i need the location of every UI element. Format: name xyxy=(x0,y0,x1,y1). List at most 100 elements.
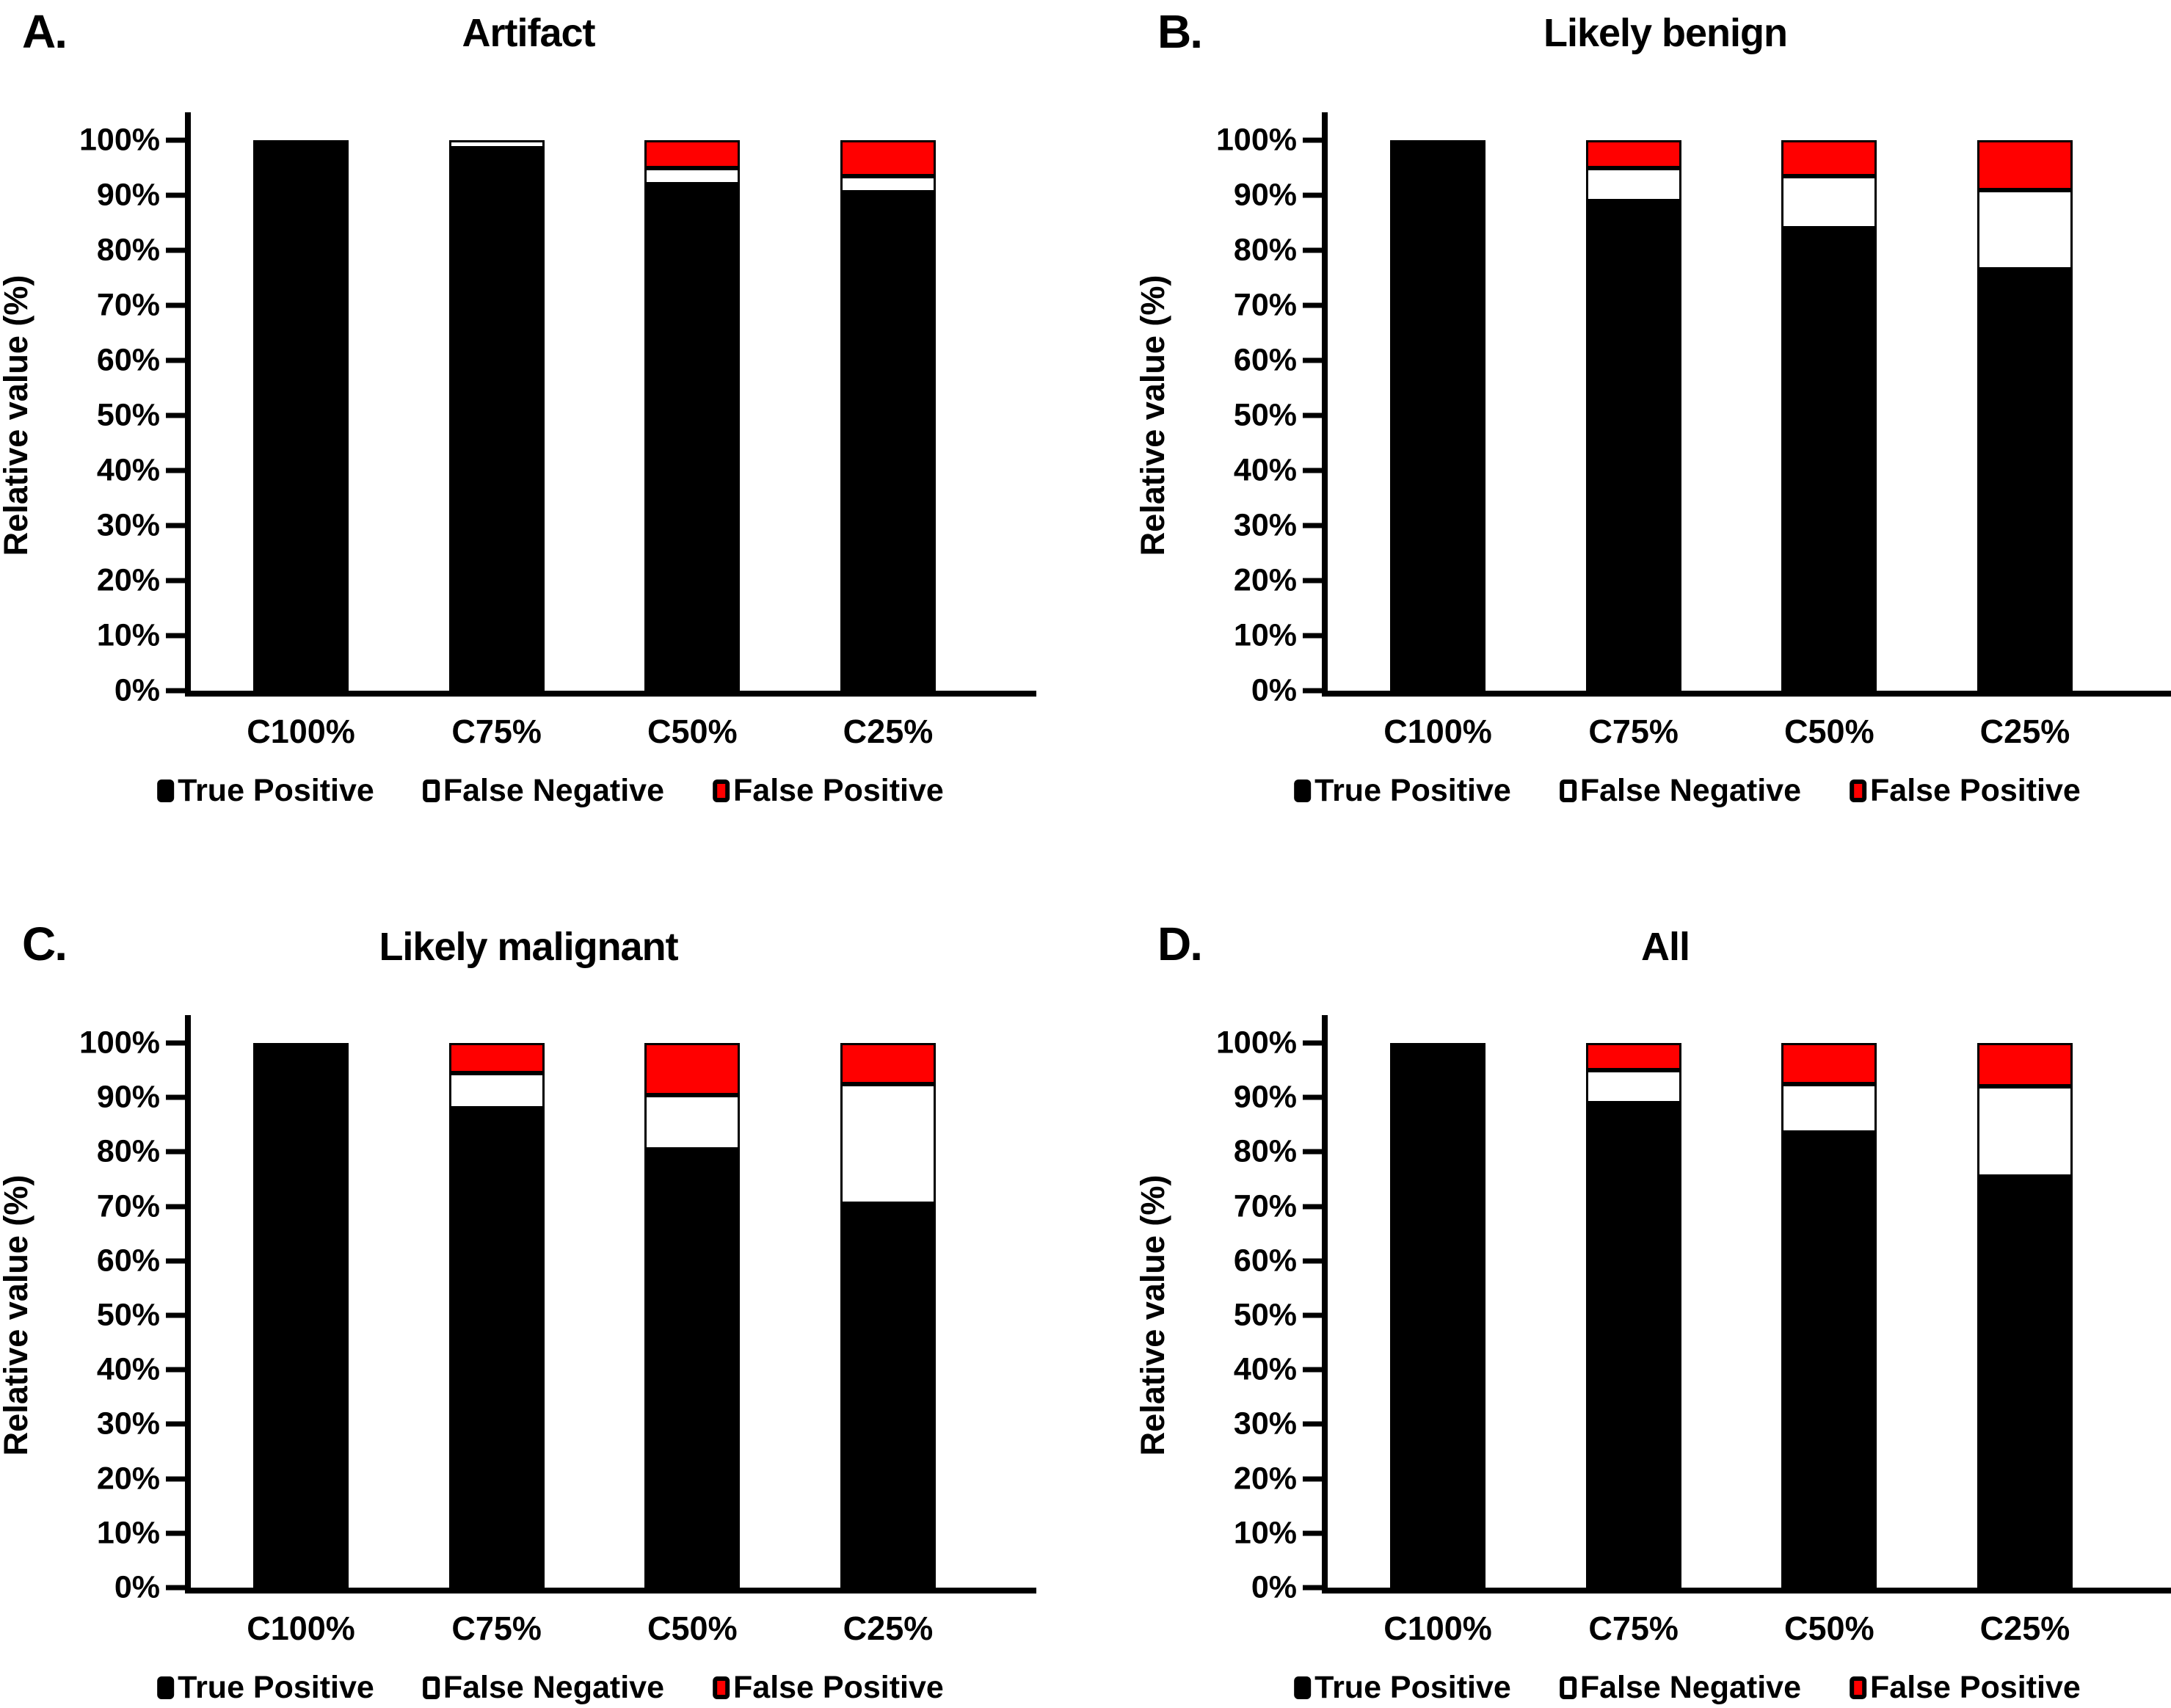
legend-label: True Positive xyxy=(178,773,374,808)
y-tick-label: 100% xyxy=(1216,1025,1297,1061)
bar-segment-false-positive xyxy=(1977,140,2073,190)
y-tick-label: 50% xyxy=(1233,1297,1297,1333)
y-tick xyxy=(1303,1367,1322,1373)
y-tick-label: 30% xyxy=(96,1406,160,1442)
legend-swatch-false-positive-icon xyxy=(1850,1676,1867,1699)
y-tick-label: 90% xyxy=(96,177,160,213)
bar-segment-true-positive xyxy=(448,148,545,691)
y-tick-label: 30% xyxy=(1233,1406,1297,1442)
legend: True Positive False Negative False Positiv… xyxy=(157,773,944,809)
y-tick-label: 40% xyxy=(96,452,160,488)
y-tick-label: 20% xyxy=(96,1461,160,1497)
legend-item-false-negative: False Negative xyxy=(1559,773,1801,809)
y-tick-label: 10% xyxy=(1233,1515,1297,1551)
legend-label: True Positive xyxy=(1314,773,1511,808)
legend-item-false-positive: False Positive xyxy=(713,773,944,809)
legend-label: True Positive xyxy=(1314,1670,1511,1705)
bar-segment-false-negative xyxy=(1585,167,1681,201)
legend: True Positive False Negative False Positiv… xyxy=(1294,1670,2081,1706)
x-tick-labels: C100% C75% C50% C25% xyxy=(191,1610,998,1648)
y-tick-label: 0% xyxy=(114,1569,160,1605)
legend-swatch-true-positive-icon xyxy=(1294,779,1312,802)
y-tick xyxy=(1303,468,1322,473)
panel-title: Likely malignant xyxy=(379,925,678,969)
y-tick-label: 100% xyxy=(79,122,160,158)
bar-c75- xyxy=(448,140,545,691)
panel-title: All xyxy=(1640,925,1690,969)
x-tick-labels: C100% C75% C50% C25% xyxy=(191,713,998,751)
legend-label: False Negative xyxy=(443,773,665,808)
bar-segment-true-positive xyxy=(448,1108,545,1588)
bar-segment-false-negative xyxy=(840,175,936,193)
x-tick-label-c25-: C25% xyxy=(1979,713,2070,750)
y-axis-title: Relative value (%) xyxy=(0,275,34,556)
chart-area: Relative value (%) C100% C75% C50% C25% Tru… xyxy=(1134,112,2171,808)
y-tick-label: 90% xyxy=(1233,177,1297,213)
panel-title: Likely benign xyxy=(1543,11,1788,55)
y-tick xyxy=(1303,1040,1322,1046)
chart-area: Relative value (%) C100% C75% C50% C25% Tru… xyxy=(0,1015,1036,1705)
bar-segment-true-positive xyxy=(1781,1133,1877,1588)
y-tick-label: 80% xyxy=(1233,232,1297,268)
y-tick-label: 30% xyxy=(1233,507,1297,543)
legend-swatch-true-positive-icon xyxy=(157,779,175,802)
legend-swatch-false-negative-icon xyxy=(422,779,440,802)
y-axis-line xyxy=(1322,112,1328,697)
y-tick xyxy=(166,523,185,528)
bar-segment-true-positive xyxy=(840,192,936,691)
x-tick-label-c50-: C50% xyxy=(647,713,738,750)
bar-segment-false-positive xyxy=(1977,1043,2073,1087)
legend-swatch-false-negative-icon xyxy=(1559,779,1577,802)
panel-artifact: A. Artifact Relative value (%) C100% C75%… xyxy=(0,0,1086,854)
y-tick-label: 10% xyxy=(96,1515,160,1551)
y-axis-line xyxy=(1322,1015,1328,1593)
legend-label: False Negative xyxy=(443,1670,665,1705)
legend-item-true-positive: True Positive xyxy=(1294,773,1511,809)
x-tick-label-c75-: C75% xyxy=(1588,713,1679,750)
y-axis-title: Relative value (%) xyxy=(1134,275,1171,556)
x-axis-line xyxy=(185,691,1036,697)
y-tick xyxy=(166,413,185,418)
x-tick-label-c100-: C100% xyxy=(247,1610,355,1647)
y-tick xyxy=(1303,1149,1322,1155)
chart-area: Relative value (%) C100% C75% C50% C25% Tru… xyxy=(0,112,1036,808)
legend-label: False Positive xyxy=(733,773,944,808)
x-tick-label-c50-: C50% xyxy=(1784,1610,1874,1647)
y-tick xyxy=(166,1149,185,1155)
bar-segment-false-negative xyxy=(644,167,741,184)
y-axis-line xyxy=(185,112,191,697)
x-tick-labels: C100% C75% C50% C25% xyxy=(1328,713,2135,751)
x-axis-line xyxy=(1322,1588,2171,1593)
bar-c25- xyxy=(1977,1043,2073,1588)
y-tick-label: 10% xyxy=(96,617,160,653)
y-tick xyxy=(166,1585,185,1591)
y-tick xyxy=(166,1094,185,1100)
y-tick xyxy=(1303,1421,1322,1427)
plot-area xyxy=(1328,1043,2135,1588)
bar-c100- xyxy=(1390,140,1485,691)
y-tick xyxy=(166,1258,185,1264)
legend-item-true-positive: True Positive xyxy=(1294,1670,1511,1706)
y-tick xyxy=(1303,1204,1322,1210)
y-tick xyxy=(166,1530,185,1536)
y-tick-label: 50% xyxy=(1233,397,1297,433)
x-tick-labels: C100% C75% C50% C25% xyxy=(1328,1610,2135,1648)
y-tick xyxy=(1303,247,1322,253)
legend-item-true-positive: True Positive xyxy=(157,773,374,809)
y-tick xyxy=(166,1476,185,1482)
bar-segment-true-positive xyxy=(1390,140,1485,691)
bar-segment-true-positive xyxy=(1977,269,2073,691)
y-axis-title: Relative value (%) xyxy=(1134,1174,1171,1456)
y-tick-label: 40% xyxy=(1233,452,1297,488)
bar-c25- xyxy=(840,1043,936,1588)
x-tick-label-c75-: C75% xyxy=(451,713,542,750)
y-tick-label: 60% xyxy=(96,342,160,378)
y-tick-label: 70% xyxy=(1233,287,1297,323)
legend-item-false-negative: False Negative xyxy=(422,1670,665,1706)
legend-label: False Positive xyxy=(1870,1670,2081,1705)
plot-area xyxy=(191,1043,998,1588)
panel-all: D. All Relative value (%) C100% C75% C50% C… xyxy=(1086,854,2171,1708)
bar-segment-true-positive xyxy=(253,140,349,691)
bar-c50- xyxy=(644,140,741,691)
x-tick-label-c25-: C25% xyxy=(843,1610,934,1647)
